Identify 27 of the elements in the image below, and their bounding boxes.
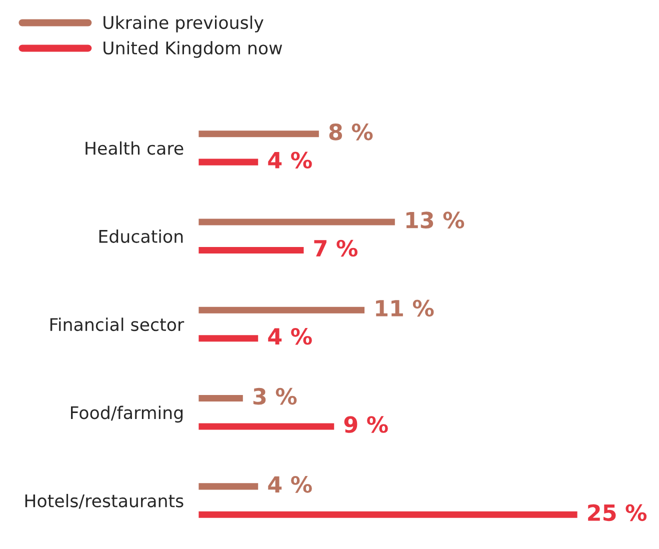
data-label: 4 % (268, 152, 312, 169)
data-label: 4 % (268, 476, 312, 493)
bar (198, 305, 366, 315)
y-tick-label: Health care (86, 141, 184, 155)
legend-label: United Kingdom now (104, 41, 282, 58)
data-label: 13 % (406, 212, 464, 228)
data-label: 9 % (344, 416, 388, 433)
bar (198, 394, 244, 403)
y-tick-label: Financial sector (50, 318, 184, 332)
bar (198, 334, 260, 344)
y-tick-label: Food/farming (71, 406, 183, 423)
bar (198, 157, 260, 167)
bar (198, 246, 306, 255)
bar (198, 510, 578, 520)
data-label: 4 % (268, 328, 312, 345)
bar (198, 482, 260, 492)
data-label: 25 % (588, 504, 647, 522)
data-label: 8 % (329, 124, 373, 140)
y-tick-label: Hotels/restaurants (25, 494, 184, 509)
data-label: 3 % (253, 388, 297, 405)
data-label: 7 % (314, 240, 358, 257)
bar (198, 422, 336, 432)
bar (198, 217, 396, 227)
bar (198, 129, 320, 139)
data-label: 11 % (376, 300, 434, 317)
legend-label: Ukraine previously (104, 16, 264, 32)
y-tick-label: Education (99, 230, 183, 243)
